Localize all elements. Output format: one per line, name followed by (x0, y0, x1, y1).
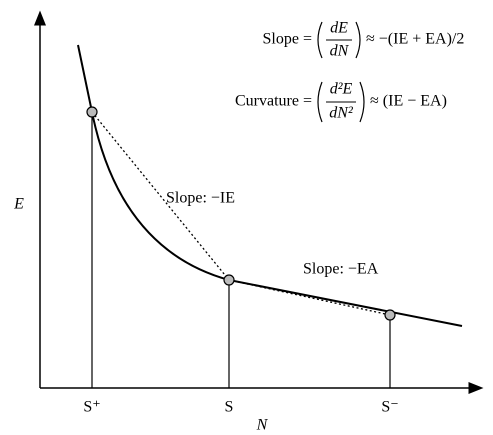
point (86, 106, 98, 118)
formula-numerator: dE (330, 20, 348, 37)
formula-lhs: Slope = (263, 31, 312, 48)
paren (317, 81, 323, 123)
formula-numerator: d²E (330, 81, 353, 98)
formula-denominator: dN (330, 43, 350, 60)
energy-curve (77, 44, 463, 327)
annotation: Slope: −EA (303, 261, 379, 278)
annotation: Slope: −IE (166, 190, 235, 207)
point (223, 274, 235, 286)
formula-rhs: ≈ (IE − EA) (370, 93, 447, 110)
y-axis-label: E (13, 196, 24, 213)
point-label: S⁺ (83, 399, 100, 416)
paren (355, 21, 361, 59)
x-axis-label: N (256, 417, 269, 434)
paren (317, 21, 323, 59)
formula-lhs: Curvature = (235, 93, 312, 110)
paren (359, 81, 365, 123)
formula-rhs: ≈ −(IE + EA)/2 (366, 31, 464, 48)
point (384, 309, 396, 321)
point-label: S⁻ (381, 399, 398, 416)
secant-ea (228, 279, 391, 316)
point-label: S (225, 399, 234, 416)
secant-ie (91, 111, 230, 281)
formula-denominator: dN² (329, 105, 354, 122)
